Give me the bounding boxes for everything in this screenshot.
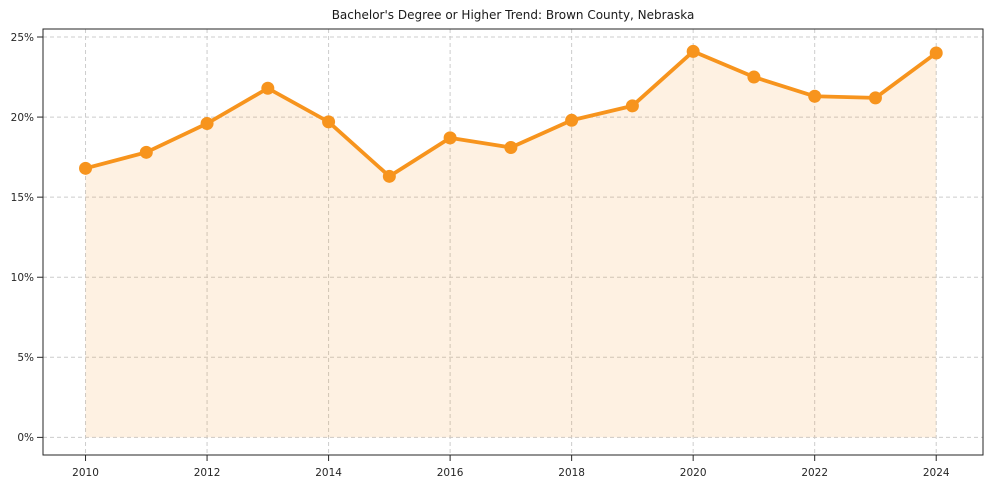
chart-title: Bachelor's Degree or Higher Trend: Brown… [331, 8, 695, 22]
data-point [261, 81, 275, 95]
x-tick-label: 2016 [437, 467, 464, 479]
x-tick-label: 2014 [315, 467, 342, 479]
data-point [868, 91, 882, 105]
data-point [139, 145, 153, 159]
y-tick-label: 25% [11, 32, 34, 44]
x-tick-label: 2020 [680, 467, 707, 479]
y-tick-label: 0% [17, 432, 34, 444]
y-tick-label: 15% [11, 192, 34, 204]
data-point [200, 116, 214, 130]
data-point [929, 46, 943, 60]
y-tick-label: 10% [11, 272, 34, 284]
x-tick-label: 2022 [801, 467, 828, 479]
y-tick-label: 20% [11, 112, 34, 124]
x-tick-label: 2010 [72, 467, 99, 479]
y-tick-label: 5% [17, 352, 34, 364]
data-point [747, 70, 761, 84]
data-point [443, 131, 457, 145]
data-point [322, 115, 336, 129]
data-point [504, 141, 518, 155]
data-point [625, 99, 639, 113]
data-point [808, 89, 822, 103]
x-tick-label: 2018 [558, 467, 585, 479]
data-point [686, 44, 700, 58]
data-point [79, 161, 93, 175]
x-tick-label: 2012 [194, 467, 221, 479]
plot-border [42, 28, 984, 456]
data-point [382, 169, 396, 183]
data-point [565, 113, 579, 127]
area-fill [85, 51, 937, 438]
x-tick-label: 2024 [923, 467, 950, 479]
